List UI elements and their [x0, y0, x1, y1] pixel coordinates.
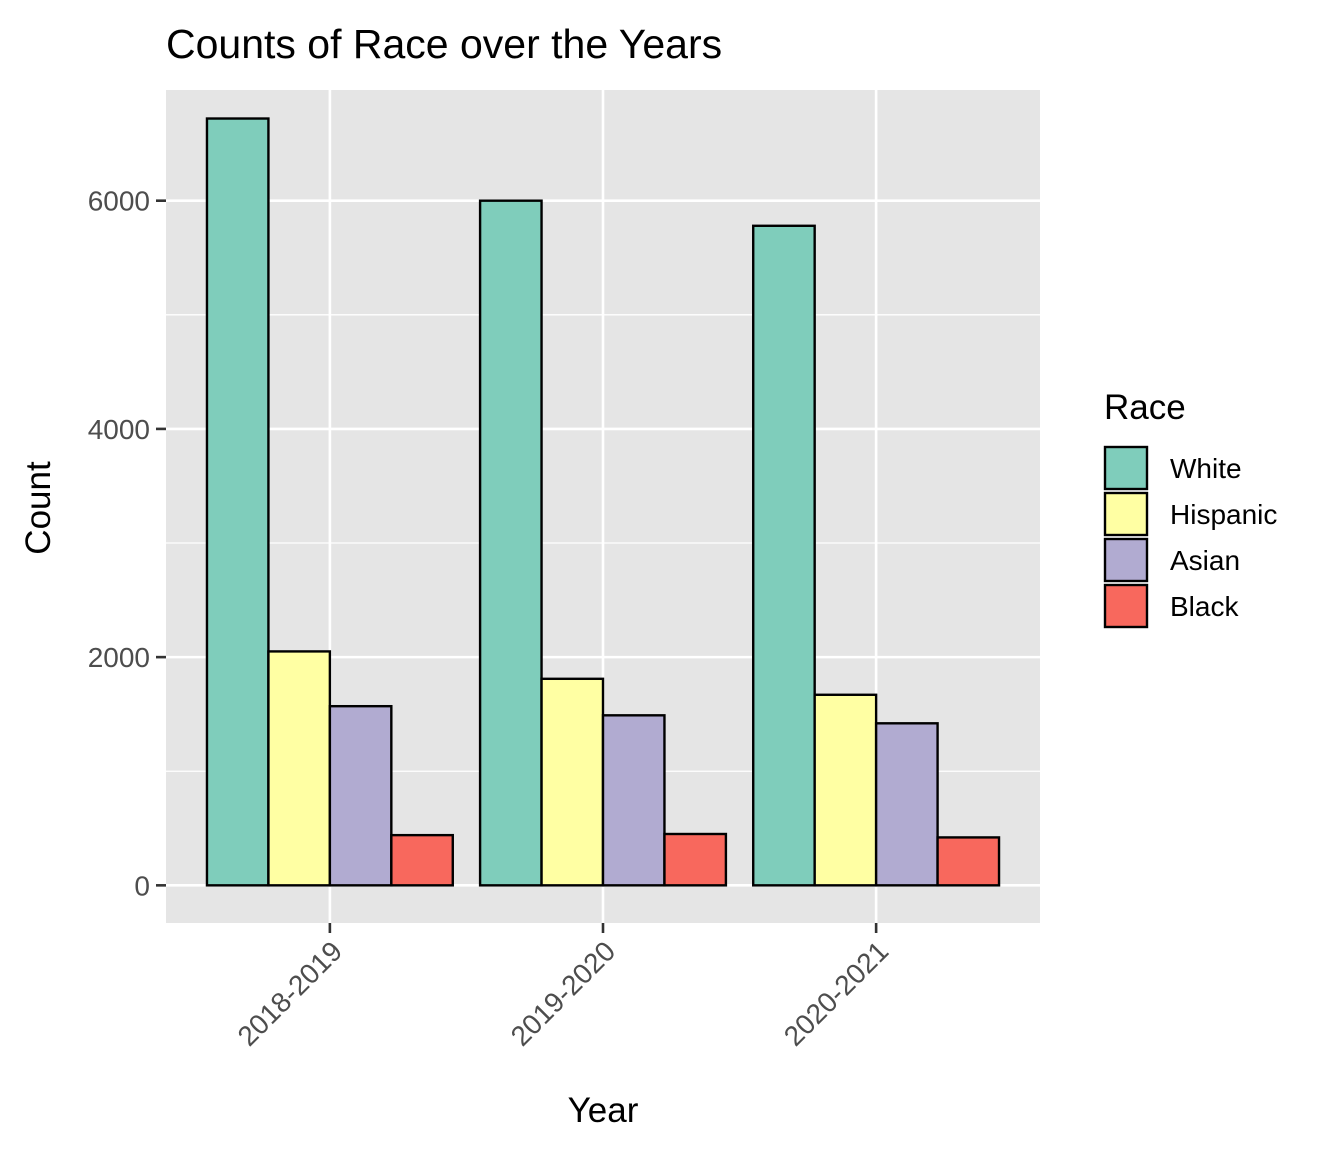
legend-key-white: [1103, 445, 1149, 491]
bar-asian-2018-2019: [328, 704, 393, 887]
bar-white-2018-2019: [205, 117, 270, 887]
y-axis-title: Count: [19, 461, 58, 555]
chart-title: Counts of Race over the Years: [166, 21, 722, 67]
y-tick-label: 0: [134, 870, 150, 901]
bar-black-2019-2020: [663, 832, 728, 887]
y-tick-label: 4000: [88, 414, 150, 445]
legend-label-asian: Asian: [1170, 545, 1240, 576]
legend-key-hispanic: [1103, 491, 1149, 537]
x-axis: 2018-2019 2019-2020 2020-2021: [232, 923, 895, 1052]
bar-hispanic-2018-2019: [267, 650, 332, 887]
x-tick-label: 2018-2019: [232, 935, 349, 1052]
bar-hispanic-2020-2021: [813, 693, 878, 887]
bar-black-2020-2021: [936, 836, 1001, 887]
bar-hispanic-2019-2020: [540, 677, 605, 887]
bar-white-2020-2021: [752, 224, 816, 887]
legend-key-black: [1103, 583, 1149, 629]
bar-asian-2019-2020: [601, 714, 666, 887]
legend-label-white: White: [1170, 453, 1242, 484]
legend-label-black: Black: [1170, 591, 1239, 622]
bars: [205, 117, 1001, 887]
bar-asian-2020-2021: [874, 722, 939, 887]
bar-black-2018-2019: [390, 833, 454, 887]
x-tick-label: 2020-2021: [778, 935, 895, 1052]
legend-key-asian: [1103, 537, 1149, 583]
legend-title: Race: [1104, 388, 1186, 427]
y-axis: 0 2000 4000 6000: [88, 186, 166, 901]
x-axis-title: Year: [568, 1091, 639, 1130]
x-tick-label: 2019-2020: [505, 935, 622, 1052]
legend-label-hispanic: Hispanic: [1170, 499, 1277, 530]
bar-white-2019-2020: [478, 199, 543, 887]
y-tick-label: 2000: [88, 642, 150, 673]
y-tick-label: 6000: [88, 186, 150, 217]
legend: Race White Hispanic Asian Black: [1103, 388, 1277, 629]
